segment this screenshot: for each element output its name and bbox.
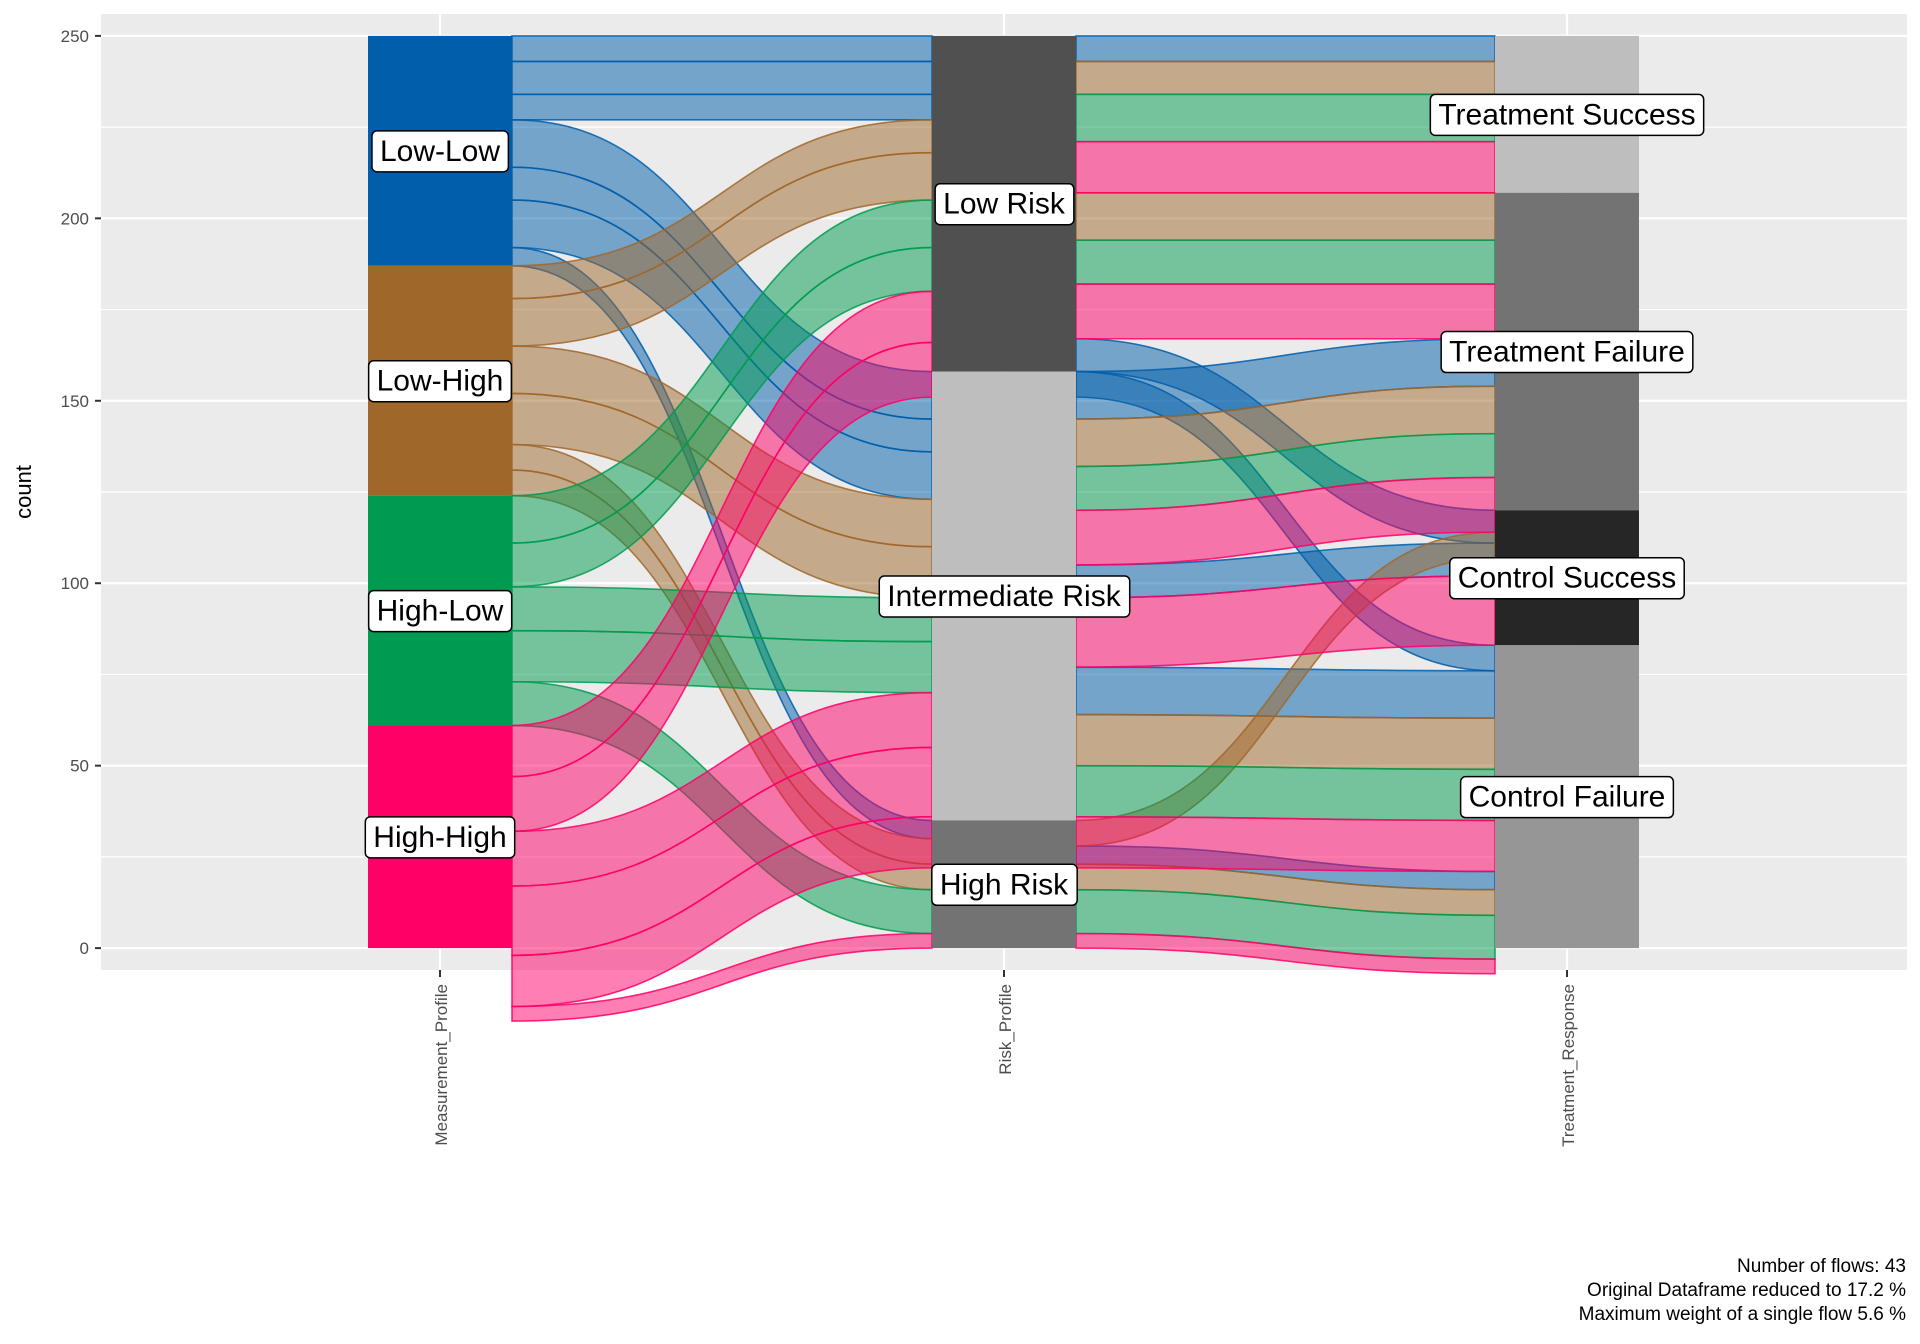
flow-ribbon (1075, 60, 1496, 96)
stratum-label-box (931, 863, 1078, 907)
caption-line: Original Dataframe reduced to 17.2 % (1587, 1280, 1906, 1301)
stratum-label: Control Failure (1469, 781, 1666, 814)
stratum-label: Low-Low (380, 135, 500, 168)
flow-ribbon (511, 35, 933, 63)
stratum-label: Treatment Success (1438, 98, 1695, 131)
flow-ribbon (1075, 140, 1496, 194)
stratum-label-box (1440, 330, 1694, 374)
stratum-label-box (1459, 775, 1675, 819)
flow-ribbon (1075, 35, 1496, 63)
y-tick-label: 150 (61, 392, 89, 411)
stratum-label-box (934, 182, 1075, 226)
caption-line: Maximum weight of a single flow 5.6 % (1579, 1304, 1906, 1325)
flow-ribbon (511, 932, 933, 1022)
stratum-label: Control Success (1458, 562, 1676, 595)
x-axis: Measurement_Profile Risk_Profile Treatment… (432, 970, 1578, 1147)
stratum-label-box (1449, 556, 1685, 600)
flow-ribbon (1075, 283, 1496, 340)
flows (511, 35, 1496, 1022)
stratum-label: Low Risk (943, 188, 1066, 221)
x-tick-label: Risk_Profile (996, 984, 1015, 1075)
y-tick-label: 200 (61, 209, 89, 228)
stratum-label-box (367, 589, 513, 633)
stratum-label: High Risk (940, 868, 1069, 901)
stratum-labels: Low-Low Low-High High-Low High-High Low Risk… (364, 93, 1705, 907)
caption-line: Number of flows: 43 (1737, 1256, 1906, 1277)
y-tick-label: 50 (70, 757, 89, 776)
flow-ribbon (1075, 815, 1496, 873)
flow-ribbon (1075, 713, 1496, 771)
stratum-label: Intermediate Risk (887, 580, 1121, 613)
y-tick-label: 250 (61, 27, 89, 46)
flow-ribbon (1075, 191, 1496, 242)
flow-ribbon (1075, 239, 1496, 285)
x-tick-label: Treatment_Response (1559, 984, 1578, 1147)
y-tick-label: 0 (80, 939, 89, 958)
stratum-label: High-Low (377, 595, 504, 628)
y-axis: 0 50 100 150 200 250 (61, 27, 101, 958)
flow-ribbon (1075, 764, 1496, 822)
stratum-label: Treatment Failure (1449, 336, 1685, 369)
stratum-label-box (364, 816, 516, 859)
stratum-label-box (1429, 93, 1705, 137)
caption: Number of flows: 43 Original Dataframe re… (1579, 1256, 1906, 1325)
y-tick-label: 100 (61, 574, 89, 593)
y-axis-title: count (11, 465, 36, 519)
stratum-label: Low-High (377, 365, 504, 398)
x-tick-label: Measurement_Profile (432, 984, 451, 1146)
stratum-label-box (878, 575, 1131, 618)
flow-ribbon (1075, 932, 1496, 975)
stratum-label: High-High (373, 821, 506, 854)
flow-ribbon (511, 93, 933, 121)
stratum-label-box (367, 359, 513, 403)
stratum-label-box (371, 130, 510, 173)
flow-ribbon (511, 60, 933, 96)
